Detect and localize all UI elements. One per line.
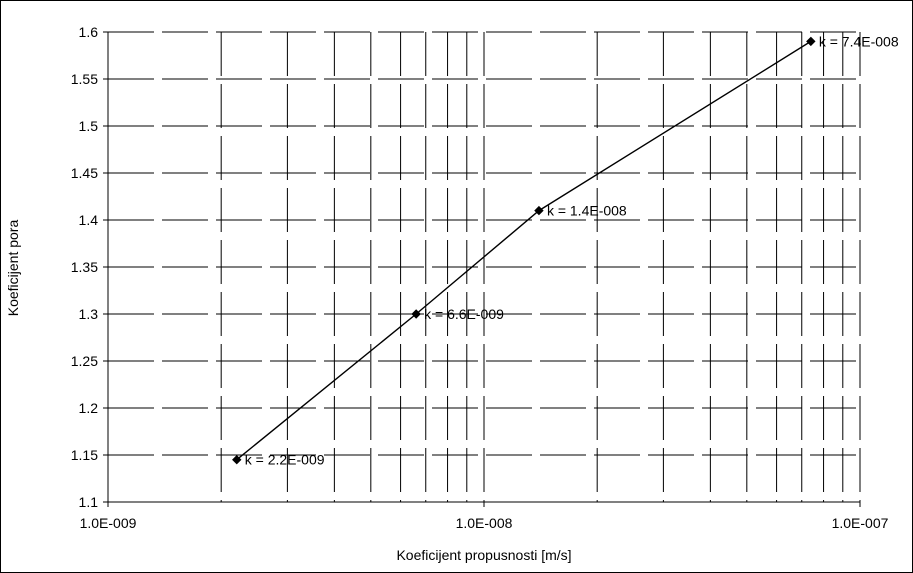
x-tick-label: 1.0E-009 [80, 515, 137, 531]
y-tick-label: 1.6 [79, 24, 99, 40]
y-tick-label: 1.35 [71, 259, 98, 275]
y-tick-label: 1.2 [79, 400, 99, 416]
y-tick-label: 1.3 [79, 306, 99, 322]
data-point-marker [232, 454, 242, 465]
data-label: k = 2.2E-009 [245, 452, 325, 468]
data-label: k = 7.4E-008 [819, 33, 899, 49]
series-layer [232, 36, 816, 465]
y-tick-label: 1.25 [71, 353, 98, 369]
y-tick-label: 1.55 [71, 71, 98, 87]
x-tick-label: 1.0E-008 [456, 515, 513, 531]
y-tick-label: 1.45 [71, 165, 98, 181]
data-label: k = 1.4E-008 [547, 203, 627, 219]
y-tick-label: 1.1 [79, 494, 99, 510]
data-label: k = 6.6E-009 [424, 306, 504, 322]
grid-layer [108, 31, 861, 502]
axes-layer: 1.1 1.15 1.2 1.25 1.3 1.35 1.4 1.45 1.5 1.55 1.6 1.… [71, 24, 889, 531]
y-tick-label: 1.15 [71, 447, 98, 463]
x-axis-title: Koeficijent propusnosti [m/s] [396, 547, 571, 563]
data-point-marker [534, 205, 544, 216]
x-tick-label: 1.0E-007 [832, 515, 889, 531]
labels-layer: k = 2.2E-009 k = 6.6E-009 k = 1.4E-008 k = … [245, 33, 899, 467]
y-tick-label: 1.4 [79, 212, 99, 228]
data-point-marker [806, 36, 816, 47]
series-line [236, 40, 812, 461]
data-point-marker [411, 309, 421, 319]
y-tick-label: 1.5 [79, 118, 99, 134]
y-axis-title: Koeficijent pora [5, 220, 21, 317]
